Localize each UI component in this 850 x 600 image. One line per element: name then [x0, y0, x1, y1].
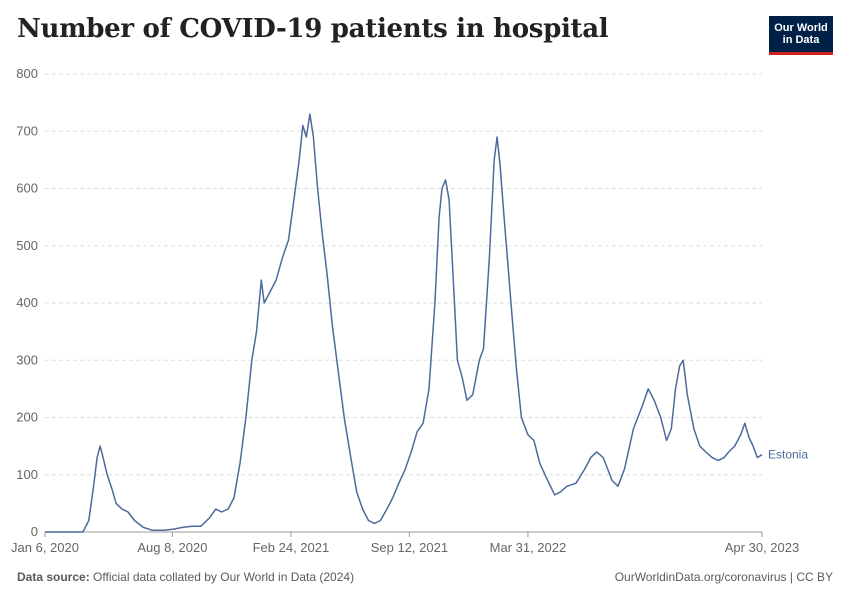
data-source-label: Data source:	[17, 570, 90, 584]
source-link[interactable]: OurWorldinData.org/coronavirus | CC BY	[614, 570, 833, 584]
x-tick-label: Jan 6, 2020	[11, 540, 79, 555]
x-tick-label: Sep 12, 2021	[371, 540, 448, 555]
owid-logo[interactable]: Our World in Data	[769, 16, 833, 55]
y-tick-label: 500	[16, 238, 38, 253]
y-tick-label: 400	[16, 295, 38, 310]
series-lines: Estonia	[45, 113, 808, 533]
gridlines	[45, 73, 762, 533]
y-tick-label: 600	[16, 181, 38, 196]
y-tick-label: 200	[16, 410, 38, 425]
x-tick-label: Mar 31, 2022	[490, 540, 567, 555]
y-tick-label: 300	[16, 352, 38, 367]
x-tick-label: Aug 8, 2020	[137, 540, 207, 555]
y-tick-label: 100	[16, 467, 38, 482]
x-axis-ticks: Jan 6, 2020 Aug 8, 2020 Feb 24, 2021 Sep 12…	[11, 532, 799, 555]
data-source-text: Official data collated by Our World in D…	[93, 570, 355, 584]
y-tick-label: 0	[31, 524, 38, 539]
x-tick-label: Feb 24, 2021	[253, 540, 330, 555]
series-label: Estonia	[768, 448, 808, 462]
logo-line-2: in Data	[782, 34, 820, 46]
series-line-estonia	[45, 113, 763, 533]
y-tick-label: 800	[16, 66, 38, 81]
logo-line-1: Our World	[774, 22, 828, 34]
line-chart: 0 100 200 300 400 500 600 700 800 Jan 6, 2020 Aug…	[11, 66, 808, 555]
x-tick-label: Apr 30, 2023	[725, 540, 799, 555]
y-axis-ticks: 0 100 200 300 400 500 600 700 800	[16, 66, 38, 539]
y-tick-label: 700	[16, 123, 38, 138]
data-source: Data source: Official data collated by O…	[17, 570, 354, 584]
chart-title: Number of COVID-19 patients in hospital	[17, 14, 609, 44]
